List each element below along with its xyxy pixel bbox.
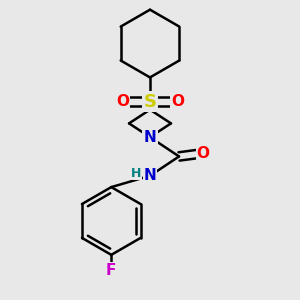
Text: H: H [131, 167, 142, 180]
Text: F: F [106, 263, 116, 278]
Text: O: O [116, 94, 129, 109]
Text: O: O [197, 146, 210, 161]
Text: S: S [143, 93, 157, 111]
Text: O: O [171, 94, 184, 109]
Text: N: N [144, 130, 156, 145]
Text: N: N [144, 168, 156, 183]
